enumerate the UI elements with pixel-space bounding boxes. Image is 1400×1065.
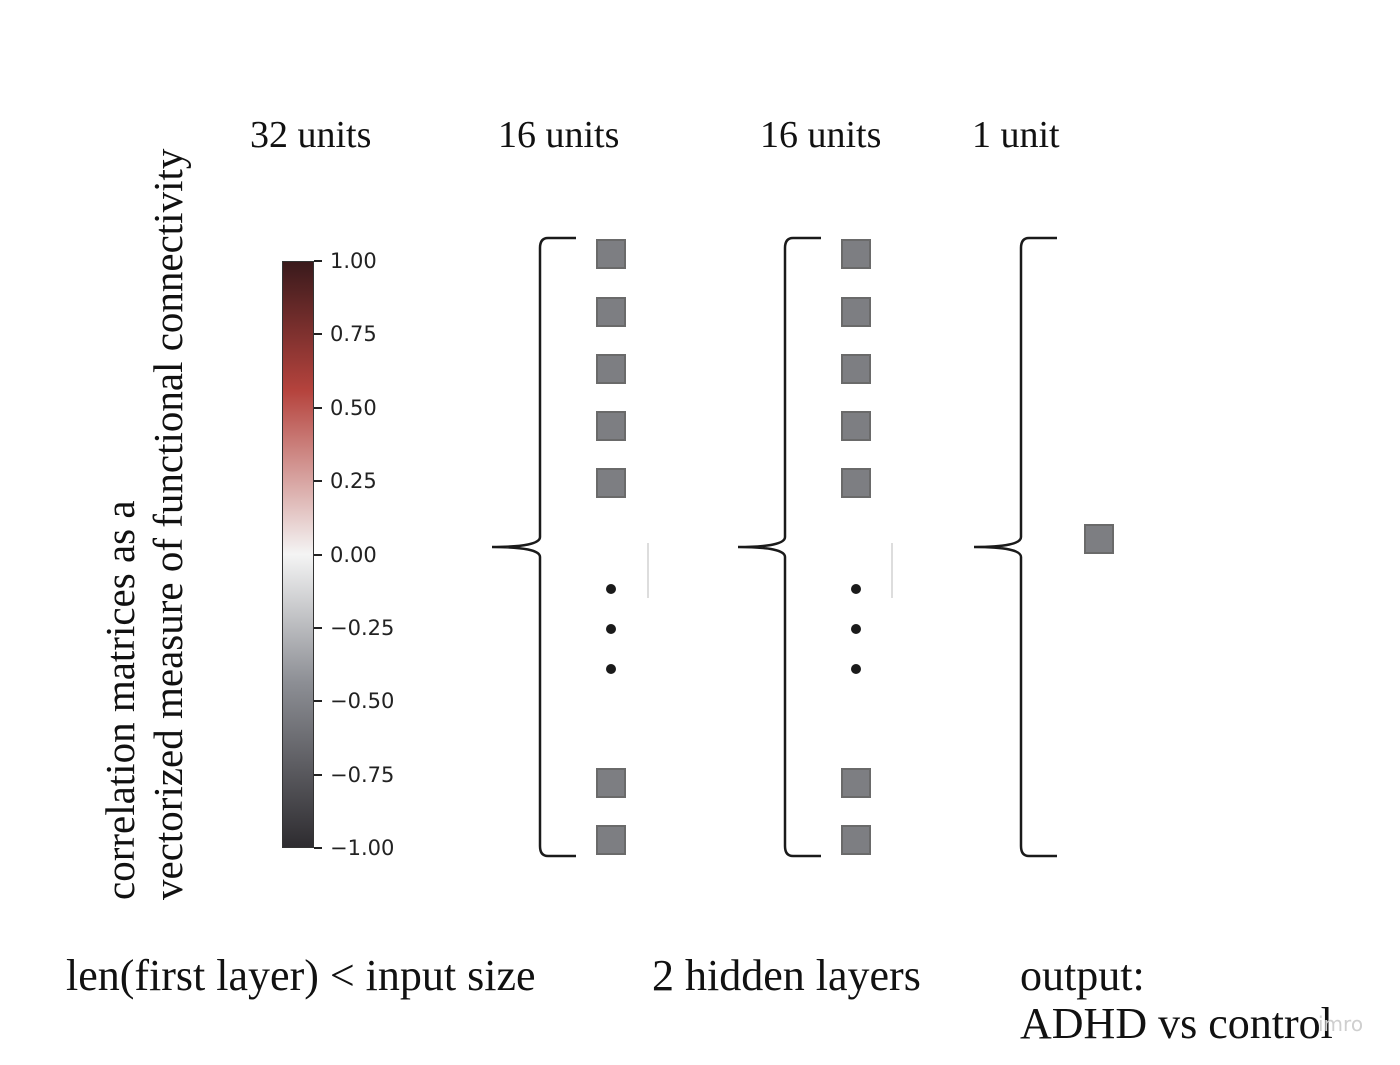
hidden-unit [596,825,626,855]
layer-label-hidden-2: 16 units [760,114,882,156]
ellipsis-dot [851,584,861,594]
hidden-unit [841,468,871,498]
hidden-unit [596,297,626,327]
hidden-unit [841,297,871,327]
colorbar-tick-mark [314,333,322,336]
colorbar-tick-label: −0.25 [330,615,395,640]
footer-input-note: len(first layer) < input size [66,951,536,1000]
hidden-unit [841,354,871,384]
separator-line [647,543,649,598]
separator-line [891,543,893,598]
colorbar-tick-label: 0.25 [330,469,377,494]
hidden-unit [841,768,871,798]
colorbar-tick-label: −1.00 [330,836,395,860]
footer-output-line-2: ADHD vs control [1020,999,1333,1048]
footer-output-line-1: output: [1020,951,1145,1000]
hidden-unit [596,468,626,498]
brace-1 [491,236,576,858]
colorbar-tick-label: 0.50 [330,395,377,420]
hidden-unit [596,411,626,441]
layer-label-input: 32 units [250,114,372,156]
colorbar-tick-mark [314,626,322,629]
hidden-unit [841,825,871,855]
output-unit [1084,524,1114,554]
colorbar-tick-label: 0.75 [330,322,377,347]
ellipsis-dot [851,624,861,634]
brace-3 [973,236,1057,858]
colorbar-tick-label: −0.50 [330,689,395,714]
layer-label-hidden-1: 16 units [498,114,620,156]
ellipsis-dot [851,664,861,674]
colorbar-tick-mark [314,553,322,556]
hidden-unit [596,239,626,269]
colorbar-tick-mark [314,773,322,776]
colorbar-tick-mark [314,847,322,849]
ellipsis-dot [606,584,616,594]
correlation-colorbar [282,261,314,848]
hidden-unit [596,768,626,798]
watermark: imro [1318,1012,1364,1036]
hidden-unit [841,411,871,441]
hidden-unit [841,239,871,269]
colorbar-tick-label: −0.75 [330,762,395,787]
hidden-unit [596,354,626,384]
colorbar-tick-mark [314,480,322,483]
ellipsis-dot [606,624,616,634]
colorbar-tick-label: 0.00 [330,542,377,567]
colorbar-tick-mark [314,406,322,409]
layer-label-output: 1 unit [972,114,1060,156]
colorbar-tick-label: 1.00 [330,249,377,273]
ellipsis-dot [606,664,616,674]
colorbar-tick-mark [314,260,322,262]
footer-hidden-note: 2 hidden layers [652,951,921,1000]
brace-2 [737,236,821,858]
colorbar-tick-mark [314,700,322,703]
